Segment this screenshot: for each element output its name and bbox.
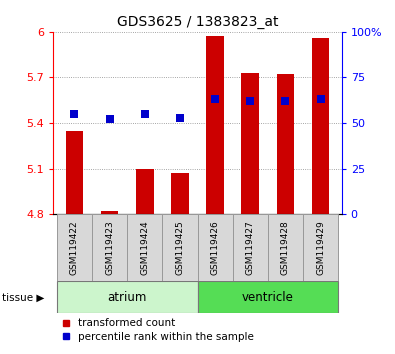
Text: tissue ▶: tissue ▶ — [2, 292, 44, 302]
Point — [71, 111, 77, 117]
Point — [106, 116, 113, 122]
Bar — [233, 214, 268, 281]
Point — [282, 98, 289, 104]
Bar — [276, 74, 294, 214]
Bar — [268, 214, 303, 281]
Bar — [101, 211, 118, 214]
Point — [212, 97, 218, 102]
Bar — [312, 38, 329, 214]
Text: GSM119426: GSM119426 — [211, 221, 220, 275]
Bar — [198, 281, 338, 313]
Text: atrium: atrium — [107, 291, 147, 304]
Bar — [162, 214, 198, 281]
Bar — [92, 214, 127, 281]
Bar — [198, 214, 233, 281]
Text: GSM119422: GSM119422 — [70, 221, 79, 275]
Point — [318, 97, 324, 102]
Bar — [57, 214, 92, 281]
Text: GSM119427: GSM119427 — [246, 221, 255, 275]
Legend: transformed count, percentile rank within the sample: transformed count, percentile rank withi… — [62, 319, 254, 342]
Bar — [303, 214, 338, 281]
Text: GSM119429: GSM119429 — [316, 221, 325, 275]
Bar — [136, 169, 154, 214]
Text: GSM119424: GSM119424 — [140, 221, 149, 275]
Bar — [206, 36, 224, 214]
Point — [141, 111, 148, 117]
Text: GSM119423: GSM119423 — [105, 221, 114, 275]
Bar — [57, 281, 198, 313]
Text: GSM119425: GSM119425 — [175, 221, 184, 275]
Point — [177, 115, 183, 120]
Text: ventricle: ventricle — [242, 291, 294, 304]
Bar — [66, 131, 83, 214]
Text: GSM119428: GSM119428 — [281, 221, 290, 275]
Bar — [127, 214, 162, 281]
Title: GDS3625 / 1383823_at: GDS3625 / 1383823_at — [117, 16, 278, 29]
Bar — [171, 173, 189, 214]
Bar — [241, 73, 259, 214]
Point — [247, 98, 254, 104]
